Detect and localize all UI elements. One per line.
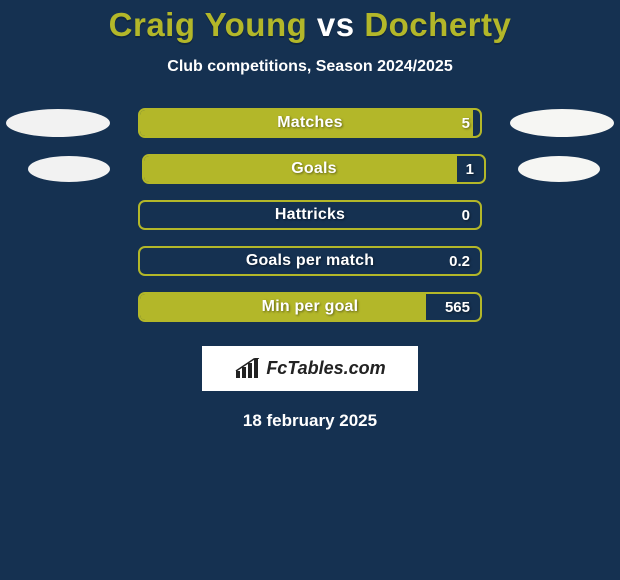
stat-label: Hattricks: [140, 202, 480, 228]
stats-list: Matches5Goals1Hattricks0Goals per match0…: [0, 108, 620, 322]
player1-name: Craig Young: [109, 6, 308, 43]
stat-label: Goals: [144, 156, 484, 182]
stat-row: Matches5: [0, 108, 620, 138]
stat-bar: Matches5: [138, 108, 482, 138]
stat-label: Min per goal: [140, 294, 480, 320]
left-ellipse: [6, 109, 110, 137]
stat-value: 1: [466, 156, 474, 182]
stat-value: 0.2: [449, 248, 470, 274]
site-logo[interactable]: FcTables.com: [202, 346, 418, 391]
stat-value: 565: [445, 294, 470, 320]
stat-row: Goals per match0.2: [0, 246, 620, 276]
bar-chart-icon: [234, 358, 260, 380]
player2-name: Docherty: [364, 6, 511, 43]
right-ellipse: [518, 156, 600, 182]
stat-label: Goals per match: [140, 248, 480, 274]
logo-text: FcTables.com: [266, 358, 385, 379]
stat-value: 5: [462, 110, 470, 136]
stat-value: 0: [462, 202, 470, 228]
stat-label: Matches: [140, 110, 480, 136]
date-label: 18 february 2025: [0, 411, 620, 431]
subtitle: Club competitions, Season 2024/2025: [0, 58, 620, 76]
stat-bar: Goals per match0.2: [138, 246, 482, 276]
stat-bar: Hattricks0: [138, 200, 482, 230]
vs-separator: vs: [307, 6, 364, 43]
stat-row: Min per goal565: [0, 292, 620, 322]
stat-bar: Min per goal565: [138, 292, 482, 322]
stat-row: Goals1: [0, 154, 620, 184]
left-ellipse: [28, 156, 110, 182]
stat-row: Hattricks0: [0, 200, 620, 230]
stat-bar: Goals1: [142, 154, 486, 184]
page-title: Craig Young vs Docherty: [0, 6, 620, 44]
right-ellipse: [510, 109, 614, 137]
comparison-card: Craig Young vs Docherty Club competition…: [0, 0, 620, 580]
